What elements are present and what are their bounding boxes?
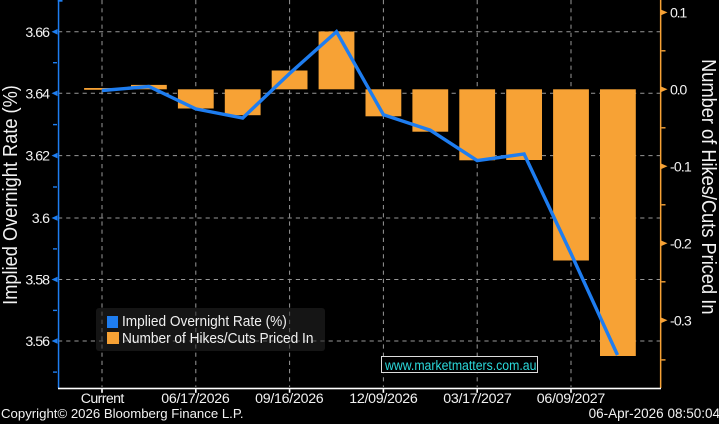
svg-text:3.6: 3.6 — [32, 211, 50, 227]
svg-text:0.0: 0.0 — [670, 82, 687, 98]
svg-text:09/16/2026: 09/16/2026 — [255, 391, 324, 407]
svg-text:06/17/2026: 06/17/2026 — [161, 391, 230, 407]
svg-text:3.62: 3.62 — [25, 149, 50, 165]
svg-text:03/17/2027: 03/17/2027 — [443, 391, 512, 407]
svg-text:3.56: 3.56 — [25, 334, 50, 350]
svg-text:06/09/2027: 06/09/2027 — [537, 391, 606, 407]
svg-text:3.58: 3.58 — [25, 273, 50, 289]
svg-text:-0.2: -0.2 — [670, 236, 692, 252]
svg-text:12/09/2026: 12/09/2026 — [349, 391, 418, 407]
svg-text:Number of Hikes/Cuts Priced In: Number of Hikes/Cuts Priced In — [697, 59, 719, 314]
svg-text:3.64: 3.64 — [25, 86, 50, 102]
svg-text:-0.1: -0.1 — [670, 159, 692, 175]
svg-text:-0.3: -0.3 — [670, 313, 692, 329]
svg-text:Current: Current — [81, 391, 125, 407]
svg-text:3.66: 3.66 — [25, 25, 50, 41]
svg-text:0.1: 0.1 — [670, 6, 687, 22]
svg-text:Implied Overnight Rate (%): Implied Overnight Rate (%) — [0, 85, 22, 305]
